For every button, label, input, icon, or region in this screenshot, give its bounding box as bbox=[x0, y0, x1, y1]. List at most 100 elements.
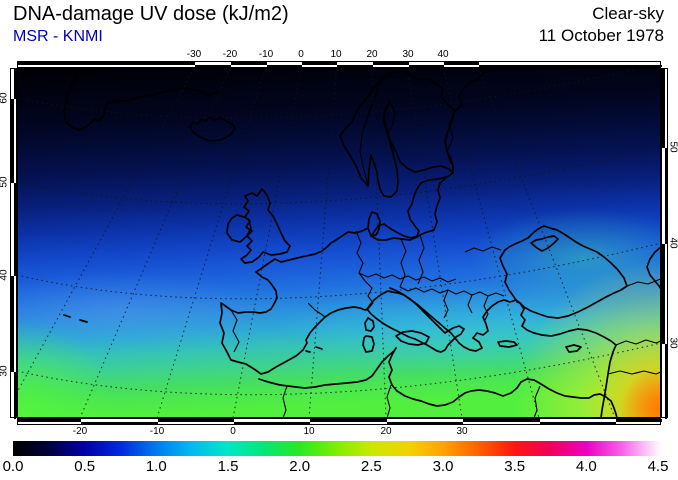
border-spain-portugal bbox=[230, 309, 240, 353]
top-axis-label: 0 bbox=[298, 49, 304, 60]
frame-tick-segment bbox=[664, 148, 667, 244]
frame-tick-segment bbox=[302, 62, 337, 65]
meridian-10 bbox=[308, 68, 337, 418]
condition-block: Clear-sky 11 October 1978 bbox=[539, 3, 664, 47]
coast-sweden bbox=[367, 100, 399, 198]
frame-band-right bbox=[661, 68, 668, 419]
colorbar-tick-label: 0.5 bbox=[74, 458, 96, 475]
parallel-30 bbox=[17, 342, 661, 396]
border-pyrenees bbox=[307, 302, 326, 318]
frame-band-left bbox=[10, 68, 17, 419]
meridian--30 bbox=[17, 68, 195, 394]
page-title: DNA-damage UV dose (kJ/m2) bbox=[13, 3, 289, 25]
border-alps-italy bbox=[364, 280, 374, 310]
border-syria-iraq bbox=[607, 370, 661, 375]
border-germany-poland bbox=[399, 238, 407, 288]
date-label: 11 October 1978 bbox=[538, 26, 664, 45]
condition-label: Clear-sky bbox=[592, 4, 664, 23]
colorbar-tick-label: 3.5 bbox=[504, 458, 526, 475]
frame-tick-segment bbox=[662, 244, 665, 344]
island-sicily bbox=[395, 330, 430, 346]
frame-tick-segment bbox=[337, 64, 373, 67]
border-poland-east bbox=[417, 234, 425, 285]
coast-south-baltic bbox=[370, 229, 435, 241]
colorbar-tick-label: 1.0 bbox=[145, 458, 167, 475]
frame-tick-segment bbox=[479, 64, 662, 67]
frame-tick-segment bbox=[234, 421, 310, 424]
frame-tick-segment bbox=[540, 421, 616, 424]
coast-crimea bbox=[530, 235, 559, 252]
border-balkans-1 bbox=[443, 289, 449, 319]
border-finland-russia bbox=[446, 110, 456, 165]
coast-iceland bbox=[189, 116, 236, 142]
frame-tick-segment bbox=[13, 372, 16, 419]
map-frame bbox=[17, 68, 661, 418]
meridian-30 bbox=[407, 68, 463, 418]
frame-tick-segment bbox=[13, 69, 16, 99]
bottom-axis-label: 10 bbox=[303, 426, 315, 437]
colorbar-tick-label: 2.5 bbox=[360, 458, 382, 475]
border-tunisia-libya bbox=[386, 384, 392, 418]
islands-balearic bbox=[305, 346, 323, 353]
frame-tick-segment bbox=[11, 99, 14, 183]
border-turkey-east bbox=[615, 339, 661, 346]
bottom-axis-label: 20 bbox=[380, 426, 392, 437]
colorbar-tick-label: 4.5 bbox=[647, 458, 669, 475]
frame-tick-segment bbox=[18, 62, 195, 65]
coast-great-britain bbox=[240, 188, 291, 264]
border-morocco-algeria bbox=[282, 385, 288, 418]
left-axis-label: 40 bbox=[0, 269, 10, 281]
border-ukraine bbox=[464, 246, 502, 253]
colorbar-tick-label: 2.0 bbox=[289, 458, 311, 475]
border-caucasus bbox=[626, 278, 661, 287]
left-axis-label: 30 bbox=[0, 365, 10, 377]
coast-greenland bbox=[63, 69, 220, 131]
bottom-axis-label: -10 bbox=[149, 426, 165, 437]
top-axis-label: 30 bbox=[402, 49, 414, 60]
meridian--20 bbox=[79, 68, 231, 418]
parallel-50 bbox=[17, 146, 661, 205]
uv-dose-map bbox=[17, 68, 661, 418]
border-balkans-3 bbox=[483, 295, 489, 321]
frame-tick-segment bbox=[373, 62, 409, 65]
coast-balkan-greece bbox=[389, 287, 521, 352]
coast-baltic-states bbox=[433, 178, 446, 231]
frame-tick-segment bbox=[444, 62, 479, 65]
parallel-60 bbox=[17, 68, 643, 119]
frame-tick-segment bbox=[409, 64, 444, 67]
parallel-40 bbox=[17, 242, 661, 300]
border-libya-egypt bbox=[533, 385, 541, 418]
frame-band-top bbox=[17, 61, 662, 68]
coastlines bbox=[63, 69, 661, 418]
border-central-chain bbox=[358, 272, 457, 283]
bottom-axis-label: 30 bbox=[456, 426, 468, 437]
islands-azores bbox=[63, 314, 88, 323]
frame-tick-segment bbox=[81, 421, 158, 424]
top-axis-label: -30 bbox=[186, 49, 202, 60]
frame-tick-segment bbox=[11, 276, 14, 372]
top-axis-label: -10 bbox=[258, 49, 274, 60]
top-axis-label: 10 bbox=[330, 49, 342, 60]
colorbar-tick-label: 3.0 bbox=[432, 458, 454, 475]
graticule bbox=[17, 68, 661, 418]
colorbar bbox=[13, 441, 661, 456]
left-axis-label: 50 bbox=[0, 176, 10, 188]
coast-ireland bbox=[226, 214, 252, 243]
meridian--10 bbox=[156, 68, 266, 418]
coast-norway bbox=[339, 69, 487, 187]
right-axis-label: 30 bbox=[667, 337, 678, 349]
coast-finland-russia bbox=[444, 110, 456, 174]
frame-tick-segment bbox=[664, 344, 667, 419]
coast-turkey-levant bbox=[519, 302, 617, 418]
coast-caspian bbox=[646, 246, 661, 290]
frame-tick-segment bbox=[662, 69, 665, 148]
colorbar-tick-label: 1.5 bbox=[217, 458, 239, 475]
border-danube-chain bbox=[399, 286, 505, 297]
bottom-axis-label: -20 bbox=[72, 426, 88, 437]
frame-band-bottom bbox=[17, 418, 662, 425]
frame-tick-segment bbox=[13, 183, 16, 276]
frame-tick-segment bbox=[158, 419, 234, 422]
top-axis-label: -20 bbox=[222, 49, 238, 60]
country-borders bbox=[230, 79, 661, 418]
meridian-20 bbox=[371, 68, 387, 418]
